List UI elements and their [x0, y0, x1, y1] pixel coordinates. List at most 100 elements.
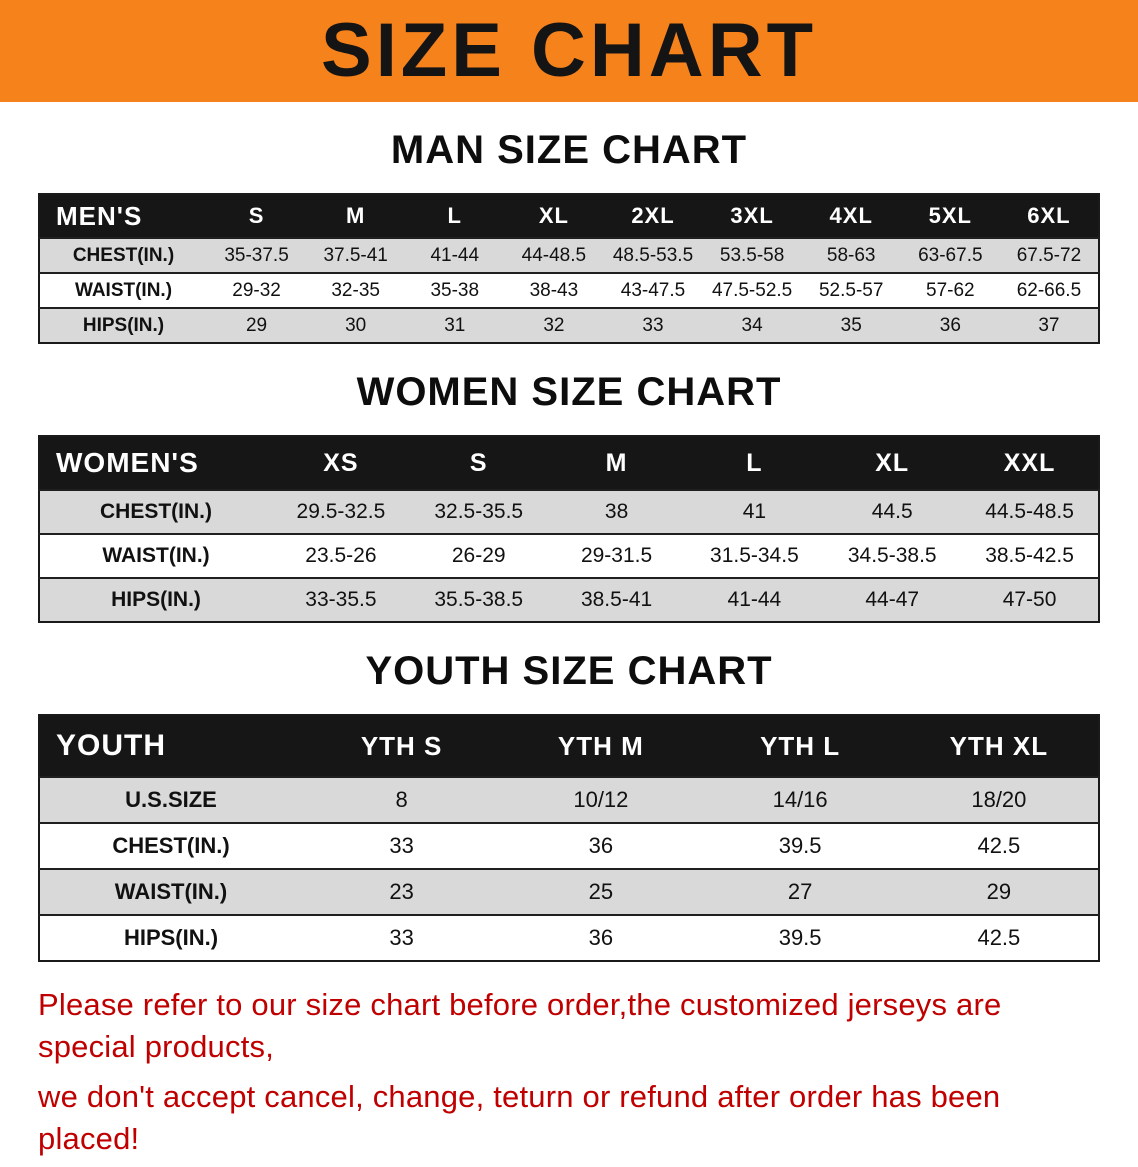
youth-size-table: YOUTH YTH S YTH M YTH L YTH XL U.S.SIZE 8 10/12… [38, 714, 1100, 962]
header-row: MEN'S S M L XL 2XL 3XL 4XL 5XL 6XL [39, 194, 1099, 238]
size-column-header: XL [504, 194, 604, 238]
size-value: 29.5-32.5 [296, 500, 386, 523]
table-row: WAIST(IN.) 29-32 32-35 35-38 38-43 43-47.5 47.… [39, 273, 1099, 308]
table-row: WAIST(IN.) 23 25 27 29 [39, 869, 1099, 915]
size-column-header: YTH XL [899, 715, 1099, 777]
row-label: HIPS(IN.) [123, 925, 219, 950]
group-label-header: MEN'S [39, 194, 207, 238]
size-column-header: XXL [961, 436, 1099, 490]
size-value: 58-63 [826, 244, 876, 266]
row-label: WAIST(IN.) [74, 279, 173, 301]
size-value: 32-35 [331, 279, 380, 301]
size-value: 30 [345, 314, 367, 336]
mens-section: MAN SIZE CHART MEN'S S M L XL 2XL 3XL 4XL 5XL 6XL C… [0, 128, 1138, 344]
banner: SIZE CHART [0, 0, 1138, 102]
size-value: 36 [588, 833, 614, 858]
table-row: CHEST(IN.) 35-37.5 37.5-41 41-44 44-48.5 48.5… [39, 238, 1099, 273]
size-column-header: XS [272, 436, 410, 490]
size-column-header: 3XL [702, 194, 802, 238]
size-value: 62-66.5 [1016, 279, 1082, 301]
size-value: 18/20 [971, 787, 1027, 812]
size-column-header: L [685, 436, 824, 490]
size-value: 33 [389, 925, 414, 950]
row-label: U.S.SIZE [125, 787, 217, 812]
size-column-header: YTH M [501, 715, 701, 777]
size-value: 38.5-41 [580, 588, 653, 611]
row-label: HIPS(IN.) [82, 314, 165, 336]
size-value: 29-32 [232, 279, 281, 301]
size-value: 29 [986, 879, 1012, 904]
row-label: HIPS(IN.) [111, 588, 201, 611]
table-row: HIPS(IN.) 33 36 39.5 42.5 [39, 915, 1099, 961]
table-row: HIPS(IN.) 29 30 31 32 33 34 35 36 37 [39, 308, 1099, 343]
size-column-header: M [547, 436, 686, 490]
notice-line-1: Please refer to our size chart before or… [38, 987, 1002, 1064]
size-value: 41 [742, 500, 767, 523]
mens-section-title: MAN SIZE CHART [390, 128, 748, 172]
womens-size-table: WOMEN'S XS S M L XL XXL CHEST(IN.) 29.5-32.5 32.5… [38, 435, 1100, 623]
size-value: 29-31.5 [580, 544, 653, 567]
size-value: 44-48.5 [521, 244, 587, 266]
size-column-header: L [405, 194, 505, 238]
size-value: 42.5 [977, 925, 1021, 950]
womens-section-title: WOMEN SIZE CHART [356, 370, 782, 414]
size-value: 8 [395, 787, 408, 812]
size-value: 23 [389, 879, 414, 904]
row-label: WAIST(IN.) [102, 544, 210, 567]
size-value: 44-47 [865, 588, 920, 611]
youth-section-title: YOUTH SIZE CHART [365, 649, 773, 693]
size-value: 14/16 [772, 787, 828, 812]
size-value: 41-44 [727, 588, 782, 611]
size-value: 39.5 [778, 833, 822, 858]
table-row: HIPS(IN.) 33-35.5 35.5-38.5 38.5-41 41-44 44-… [39, 578, 1099, 622]
size-value: 31.5-34.5 [710, 544, 799, 567]
size-value: 32.5-35.5 [434, 500, 524, 523]
size-value: 23.5-26 [305, 544, 377, 567]
size-value: 36 [939, 314, 961, 336]
size-value: 44.5-48.5 [985, 500, 1074, 523]
size-value: 25 [588, 879, 614, 904]
size-value: 47-50 [1002, 588, 1057, 611]
row-label: CHEST(IN.) [112, 833, 230, 858]
row-label: WAIST(IN.) [114, 879, 228, 904]
size-column-header: XL [823, 436, 962, 490]
womens-section: WOMEN SIZE CHART WOMEN'S XS S M L XL XXL CHEST(I… [0, 370, 1138, 623]
size-value: 35-38 [430, 279, 480, 301]
group-label-header: YOUTH [39, 715, 302, 777]
size-value: 27 [787, 879, 813, 904]
size-value: 33 [389, 833, 414, 858]
size-column-header: S [409, 436, 548, 490]
page-title: SIZE CHART [321, 8, 817, 93]
size-value: 31 [444, 314, 466, 336]
size-value: 52.5-57 [818, 279, 884, 301]
size-value: 35-37.5 [224, 244, 289, 266]
youth-section: YOUTH SIZE CHART YOUTH YTH S YTH M YTH L YTH … [0, 649, 1138, 962]
size-column-header: 2XL [603, 194, 703, 238]
group-label-header: WOMEN'S [39, 436, 272, 490]
size-value: 38-43 [529, 279, 579, 301]
size-value: 33 [642, 314, 664, 336]
size-value: 35.5-38.5 [434, 588, 524, 611]
size-value: 35 [840, 314, 862, 336]
size-value: 38.5-42.5 [985, 544, 1074, 567]
table-row: WAIST(IN.) 23.5-26 26-29 29-31.5 31.5-34.5 34… [39, 534, 1099, 578]
size-column-header: M [306, 194, 406, 238]
charts-container: MAN SIZE CHART MEN'S S M L XL 2XL 3XL 4XL 5XL 6XL C… [0, 128, 1138, 962]
table-row: CHEST(IN.) 29.5-32.5 32.5-35.5 38 41 44.5 44.5… [39, 490, 1099, 534]
table-row: CHEST(IN.) 33 36 39.5 42.5 [39, 823, 1099, 869]
size-value: 44.5 [871, 500, 913, 523]
size-value: 43-47.5 [620, 279, 686, 301]
size-value: 32 [543, 314, 565, 336]
size-value: 37.5-41 [323, 244, 388, 266]
size-value: 34 [741, 314, 763, 336]
row-label: CHEST(IN.) [72, 244, 175, 266]
size-value: 39.5 [778, 925, 822, 950]
size-value: 36 [588, 925, 614, 950]
size-value: 53.5-58 [719, 244, 785, 266]
mens-size-table: MEN'S S M L XL 2XL 3XL 4XL 5XL 6XL CHEST(IN.) 35-37… [38, 193, 1100, 344]
table-row: U.S.SIZE 8 10/12 14/16 18/20 [39, 777, 1099, 823]
notice-line-2: we don't accept cancel, change, teturn o… [38, 1078, 1001, 1156]
header-row: YOUTH YTH S YTH M YTH L YTH XL [39, 715, 1099, 777]
header-row: WOMEN'S XS S M L XL XXL [39, 436, 1099, 490]
